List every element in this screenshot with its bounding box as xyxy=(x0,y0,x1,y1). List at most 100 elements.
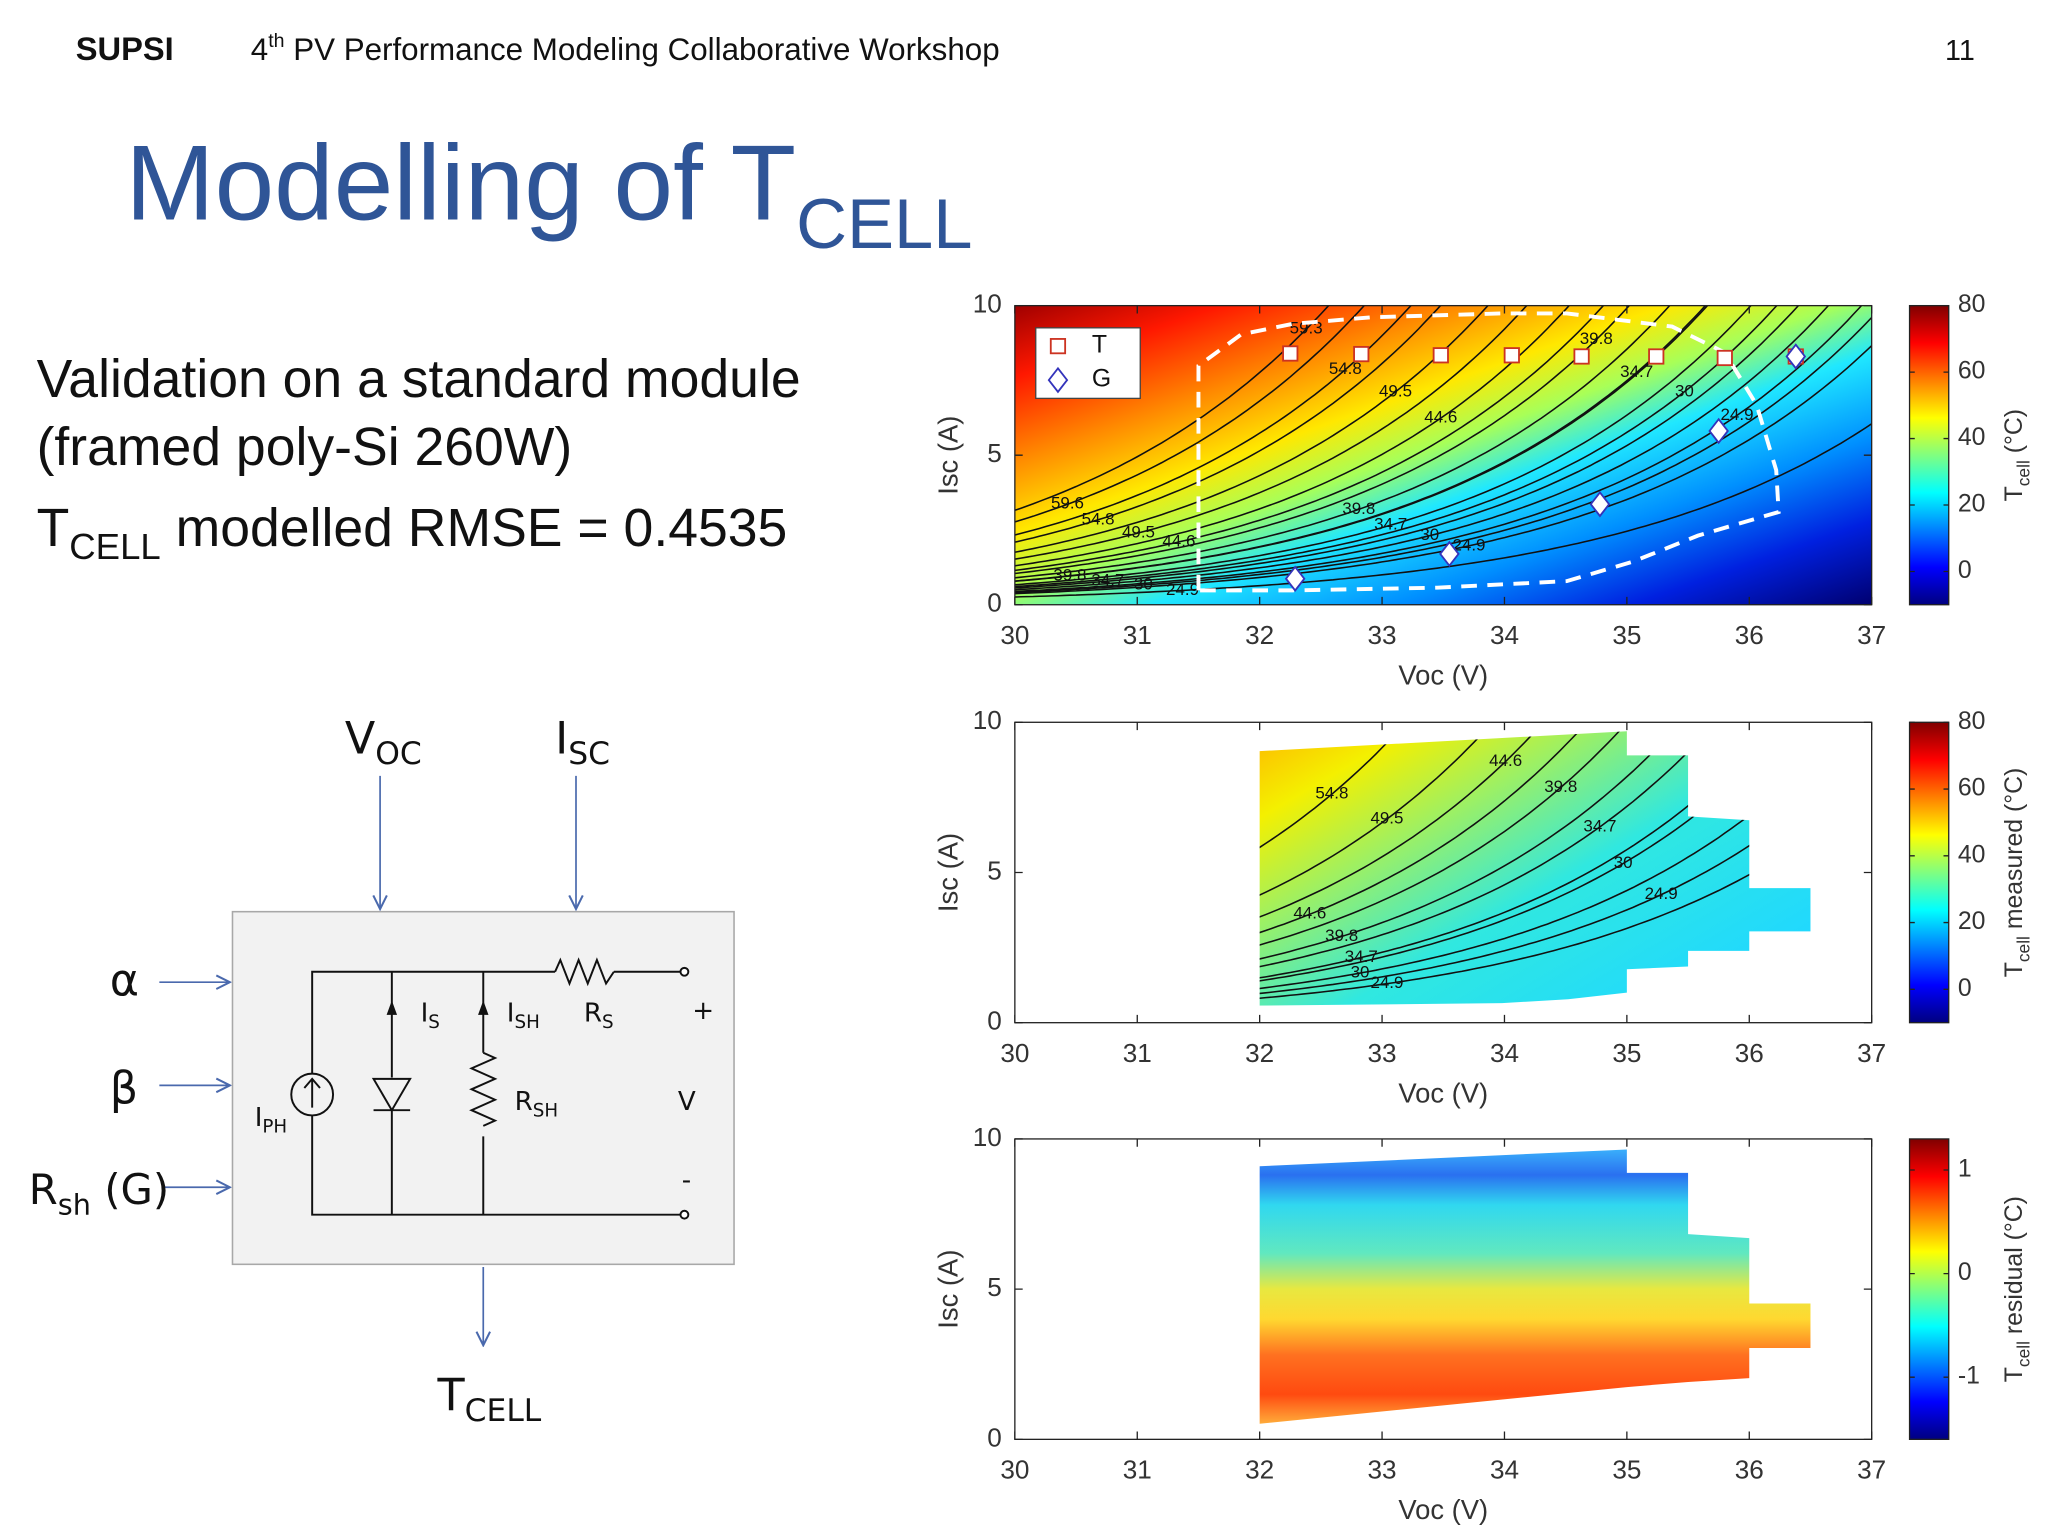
subscript: sh xyxy=(58,1188,91,1222)
x-tick-label: 36 xyxy=(1735,1455,1764,1485)
text: T xyxy=(2001,486,2028,501)
y-tick-label: 5 xyxy=(987,438,1002,468)
x-tick-label: 32 xyxy=(1245,1455,1274,1485)
current-source xyxy=(290,1072,335,1117)
x-tick-label: 32 xyxy=(1245,1038,1274,1068)
contour-label: 24.9 xyxy=(1166,580,1199,599)
component-label: IS xyxy=(421,998,440,1033)
body-text: TCELL modelled RMSE = 0.4535 xyxy=(37,499,788,567)
axis-label: Tcell measured (°C) xyxy=(2001,768,2033,978)
text: V xyxy=(345,714,375,765)
marker xyxy=(1589,490,1611,518)
text: Modelling of T xyxy=(125,122,796,242)
colorbar-tick-label: 40 xyxy=(1958,424,1986,451)
axis-label: Tcell residual (°C) xyxy=(2001,1196,2033,1382)
y-axis-label: Isc (A) xyxy=(932,416,963,495)
marker xyxy=(1353,345,1370,363)
x-tick-label: 30 xyxy=(1000,1455,1029,1485)
terminal xyxy=(679,1209,690,1220)
terminal-label: + xyxy=(692,996,714,1026)
contour-label: 24.9 xyxy=(1721,405,1754,424)
terminal-label: - xyxy=(682,1166,691,1196)
y-tick-label: 0 xyxy=(987,1422,1002,1452)
marker xyxy=(1439,540,1460,568)
contour-line xyxy=(1259,731,1811,987)
colorbar-tick-label: 20 xyxy=(1958,491,1986,518)
contour-line xyxy=(1014,305,1863,593)
contour-label: 39.8 xyxy=(1053,566,1086,585)
colorbar-tick-label: -1 xyxy=(1958,1363,1980,1390)
colorbar-tick-label: 0 xyxy=(1958,557,1972,584)
legend-label: G xyxy=(1092,366,1111,393)
subscript: S xyxy=(602,1012,614,1033)
resistor xyxy=(469,1051,498,1127)
x-tick-label: 33 xyxy=(1368,620,1397,650)
contour-line xyxy=(1014,305,1671,579)
contour-label: 30 xyxy=(1614,853,1633,872)
x-tick-label: 35 xyxy=(1612,1038,1641,1068)
subscript: cell xyxy=(2013,460,2033,486)
x-tick-label: 37 xyxy=(1857,1038,1886,1068)
colorbar-tick-label: 1 xyxy=(1958,1156,1972,1183)
y-axis-label: Isc (A) xyxy=(932,833,963,912)
contour-line xyxy=(1014,305,1605,572)
x-tick-label: 31 xyxy=(1123,620,1152,650)
x-tick-label: 34 xyxy=(1490,1038,1519,1068)
y-tick-label: 10 xyxy=(973,289,1002,319)
x-tick-label: 35 xyxy=(1612,1455,1641,1485)
subscript: SC xyxy=(568,736,610,772)
contour-label: 44.6 xyxy=(1424,408,1457,427)
contour-line xyxy=(1014,305,1412,536)
legend-label: T xyxy=(1092,332,1107,359)
input-label: ISC xyxy=(555,714,610,772)
contour-line xyxy=(1014,305,1800,589)
contour-label: 54.8 xyxy=(1082,509,1115,528)
x-tick-label: 33 xyxy=(1368,1038,1397,1068)
contour-line xyxy=(1014,305,1707,582)
x-axis-label: Voc (V) xyxy=(1398,1077,1488,1108)
input-label: Rsh (G) xyxy=(29,1165,169,1221)
x-tick-label: 35 xyxy=(1612,620,1641,650)
x-tick-label: 34 xyxy=(1490,620,1519,650)
y-tick-label: 5 xyxy=(987,1272,1002,1302)
colorbar-tick-label: 80 xyxy=(1958,708,1986,735)
contour-line xyxy=(1014,305,1442,543)
contour-line xyxy=(1014,305,1752,586)
component-label: RSH xyxy=(515,1087,559,1122)
contour-line xyxy=(1259,731,1811,998)
contour-line xyxy=(1014,305,1330,512)
x-tick-label: 31 xyxy=(1123,1038,1152,1068)
x-tick-label: 36 xyxy=(1735,620,1764,650)
x-tick-label: 30 xyxy=(1000,1038,1029,1068)
subscript: OC xyxy=(375,736,422,772)
contour-label: 54.8 xyxy=(1329,359,1362,378)
contour-line xyxy=(1259,731,1811,972)
colorbar-tick-label: 60 xyxy=(1958,775,1986,802)
terminal-label: V xyxy=(678,1087,696,1117)
contour-label: 44.6 xyxy=(1162,531,1195,550)
x-tick-label: 32 xyxy=(1245,620,1274,650)
subscript: CELL xyxy=(69,526,160,567)
contour-line xyxy=(1259,731,1811,992)
subscript: cell xyxy=(2013,936,2033,962)
text: residual (°C) xyxy=(2001,1196,2028,1341)
colorbar-tick-label: 60 xyxy=(1958,358,1986,385)
output-label: TCELL xyxy=(437,1371,542,1429)
text: I xyxy=(421,998,429,1028)
contour-line xyxy=(1259,744,1811,1006)
region-boundary xyxy=(1196,311,1781,593)
page-number: 11 xyxy=(1945,35,1975,67)
slide-title: Modelling of TCELL xyxy=(125,122,972,263)
heatmap xyxy=(1259,731,1811,1006)
terminal xyxy=(679,966,690,977)
text: 4 xyxy=(251,32,268,67)
colorbar xyxy=(1908,721,1950,1024)
contour-label: 24.9 xyxy=(1645,884,1678,903)
superscript: th xyxy=(268,30,284,52)
colorbar-tick-label: 0 xyxy=(1958,975,1972,1002)
contour-label: 30 xyxy=(1675,381,1694,400)
marker xyxy=(1047,366,1069,394)
subscript: CELL xyxy=(796,184,972,263)
